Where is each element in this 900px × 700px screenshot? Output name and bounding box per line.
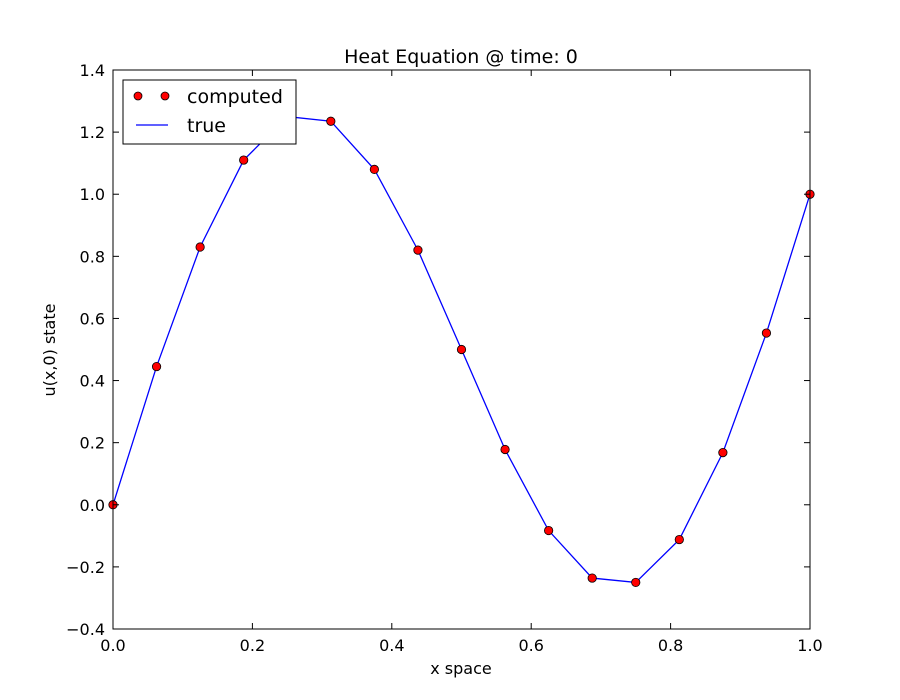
x-tick-label: 0.0 bbox=[100, 636, 125, 655]
x-tick-label: 0.6 bbox=[518, 636, 543, 655]
y-tick-label: 1.2 bbox=[80, 123, 105, 142]
series-computed-point bbox=[500, 444, 510, 455]
x-tick-label: 0.2 bbox=[240, 636, 265, 655]
series-computed-point bbox=[151, 361, 162, 372]
legend-computed-label: computed bbox=[187, 86, 283, 108]
y-tick-label: −0.4 bbox=[66, 620, 105, 639]
series-computed-point bbox=[674, 534, 684, 545]
series-computed-point bbox=[761, 328, 772, 338]
x-axis-label: x space bbox=[430, 659, 492, 678]
legend: computed true bbox=[122, 79, 297, 145]
axes-layer bbox=[112, 69, 811, 630]
legend-box bbox=[122, 79, 297, 145]
y-tick-label: −0.2 bbox=[66, 558, 105, 577]
series-computed-point bbox=[369, 164, 379, 174]
legend-true-label: true bbox=[187, 115, 226, 137]
y-tick-label: 0.8 bbox=[80, 247, 105, 266]
legend-computed-marker-left bbox=[133, 91, 143, 101]
legend-computed-marker-right bbox=[160, 91, 170, 101]
y-tick-label: 0.0 bbox=[80, 496, 105, 515]
series-layer bbox=[108, 111, 815, 588]
series-computed-point bbox=[544, 525, 554, 536]
y-tick-label: 0.2 bbox=[80, 434, 105, 453]
series-computed-point bbox=[239, 155, 249, 165]
y-tick-label: 1.4 bbox=[80, 61, 105, 80]
series-computed-point bbox=[718, 448, 728, 458]
series-computed-point bbox=[413, 245, 423, 255]
series-computed-point bbox=[456, 344, 467, 355]
y-tick-label: 0.6 bbox=[80, 309, 105, 328]
plot-frame bbox=[112, 69, 811, 630]
chart-title: Heat Equation @ time: 0 bbox=[344, 46, 578, 68]
series-computed-point bbox=[195, 242, 205, 252]
series-computed-point bbox=[326, 116, 336, 126]
y-tick-label: 0.4 bbox=[80, 372, 105, 391]
series-computed-point bbox=[631, 577, 641, 588]
x-tick-label: 0.8 bbox=[658, 636, 683, 655]
x-tick-label: 0.4 bbox=[379, 636, 404, 655]
ticks-layer: 0.0 0.2 0.4 0.6 0.8 1.0 −0.4 −0.2 0.0 0.2 0.4 0.6 0.… bbox=[66, 61, 823, 655]
y-tick-label: 1.0 bbox=[80, 185, 105, 204]
y-axis-label: u(x,0) state bbox=[40, 304, 59, 397]
series-computed-point bbox=[587, 573, 597, 583]
x-tick-label: 1.0 bbox=[797, 636, 822, 655]
